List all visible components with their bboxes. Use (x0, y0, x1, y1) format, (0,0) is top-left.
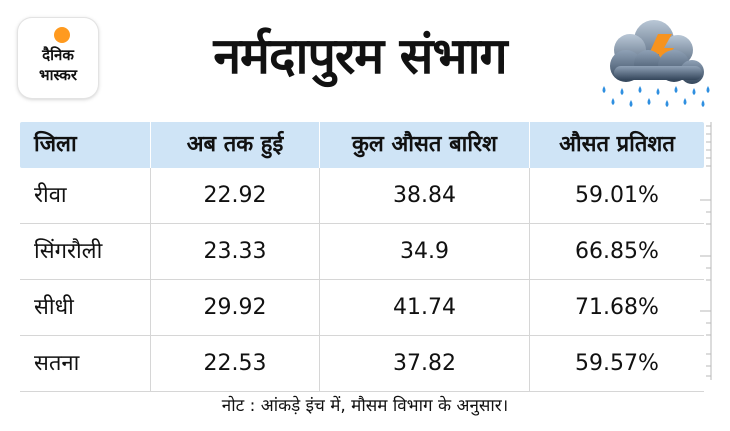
cell-district: रीवा (20, 168, 151, 223)
logo-line-2: भास्कर (39, 66, 77, 84)
table-row: सतना 22.53 37.82 59.57% (20, 336, 704, 392)
header-district: जिला (20, 122, 151, 168)
sun-icon (54, 27, 70, 43)
page-title: नर्मदापुरम संभाग (213, 27, 507, 85)
cloud-front (610, 50, 704, 84)
table-row: सीधी 29.92 41.74 71.68% (20, 280, 704, 336)
table-header-row: जिला अब तक हुई कुल औसत बारिश औसत प्रतिशत (20, 122, 704, 168)
cell-average-percentage: 71.68% (575, 295, 659, 320)
header-average-percentage: औसत प्रतिशत (559, 132, 675, 157)
footnote: नोट : आंकड़े इंच में, मौसम विभाग के अनुस… (221, 396, 509, 416)
header-rain-so-far: अब तक हुई (151, 122, 320, 168)
cell-average-percentage: 59.01% (575, 183, 659, 208)
cell-rain-so-far: 22.92 (151, 168, 320, 223)
lightning-bolt-icon (649, 34, 674, 74)
storm-cloud-rain-icon (602, 20, 710, 107)
rain-drops (602, 86, 710, 107)
table-row: सिंगरौली 23.33 34.9 66.85% (20, 224, 704, 280)
cell-rain-so-far: 22.53 (151, 336, 320, 391)
decorative-ruler (700, 122, 712, 380)
header-total-average-rain: कुल औसत बारिश (320, 122, 530, 168)
cell-district: सिंगरौली (20, 224, 151, 279)
cell-total-average-rain: 38.84 (320, 168, 530, 223)
cell-average-percentage: 59.57% (575, 351, 659, 376)
cell-rain-so-far: 29.92 (151, 280, 320, 335)
logo-line-1: दैनिक (42, 46, 74, 64)
cell-total-average-rain: 34.9 (320, 224, 530, 279)
cell-district: सतना (20, 336, 151, 391)
table-row: रीवा 22.92 38.84 59.01% (20, 168, 704, 224)
dainik-bhaskar-logo: दैनिक भास्कर (18, 18, 98, 98)
cell-district: सीधी (20, 280, 151, 335)
cell-total-average-rain: 37.82 (320, 336, 530, 391)
cell-average-percentage: 66.85% (575, 239, 659, 264)
cell-rain-so-far: 23.33 (151, 224, 320, 279)
rainfall-table: जिला अब तक हुई कुल औसत बारिश औसत प्रतिशत… (20, 122, 704, 392)
cell-total-average-rain: 41.74 (320, 280, 530, 335)
